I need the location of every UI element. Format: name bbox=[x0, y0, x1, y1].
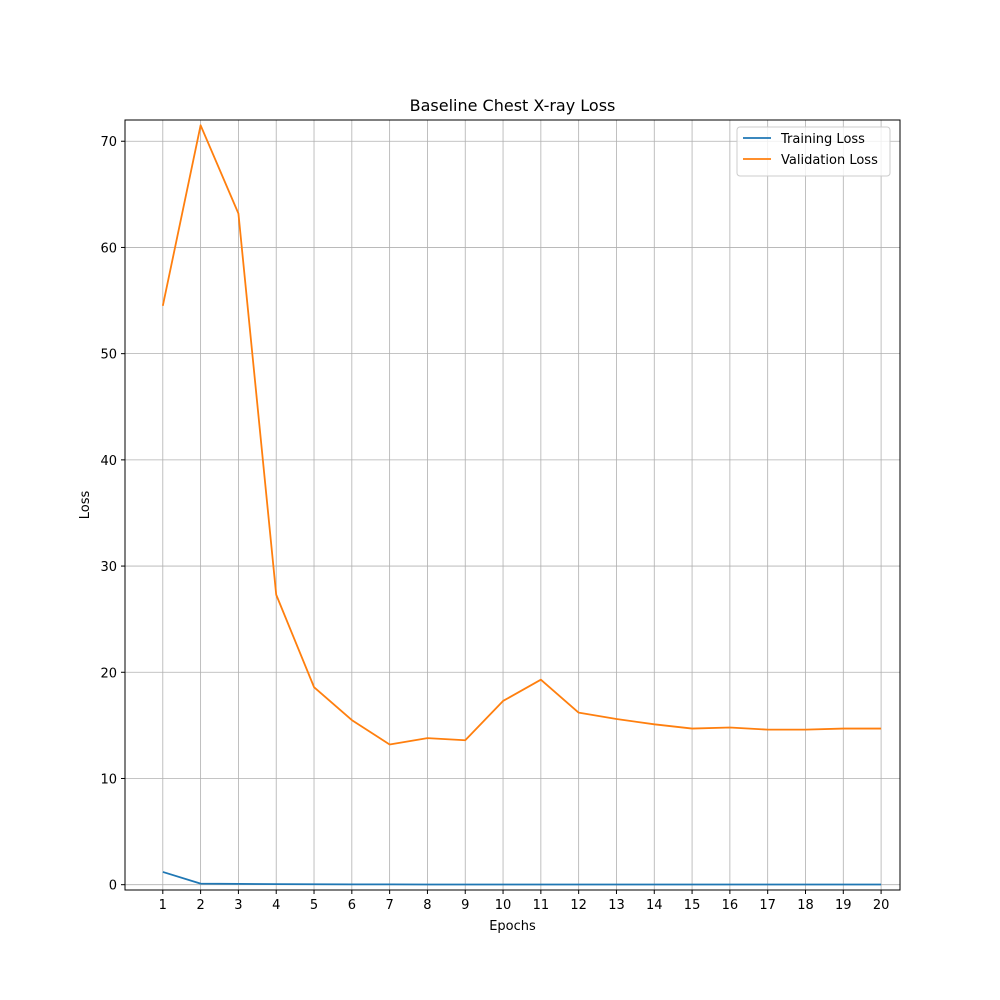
x-tick-label: 5 bbox=[310, 898, 318, 913]
x-tick-label: 10 bbox=[495, 898, 512, 913]
y-tick-label: 40 bbox=[100, 454, 117, 469]
y-tick-label: 60 bbox=[100, 241, 117, 256]
x-tick-label: 18 bbox=[797, 898, 814, 913]
plot-frame bbox=[124, 119, 901, 891]
chart-title: Baseline Chest X-ray Loss bbox=[410, 96, 616, 115]
x-tick-label: 20 bbox=[873, 898, 890, 913]
grid bbox=[125, 120, 900, 890]
x-tick-label: 14 bbox=[646, 898, 663, 913]
x-tick-label: 7 bbox=[385, 898, 393, 913]
legend-label: Validation Loss bbox=[781, 153, 878, 168]
x-tick-label: 2 bbox=[196, 898, 204, 913]
x-tick-label: 16 bbox=[722, 898, 739, 913]
x-tick-label: 3 bbox=[234, 898, 242, 913]
legend-label: Training Loss bbox=[780, 132, 865, 147]
x-axis-label: Epochs bbox=[489, 919, 536, 934]
x-tick-label: 1 bbox=[159, 898, 167, 913]
series-lines bbox=[161, 124, 882, 886]
series-line-training-loss bbox=[162, 871, 882, 886]
axis-ticks: 1 2 3 4 5 6 7 8 9 10 11 12 13 14 15 16 17 18 19 20010203040… bbox=[100, 135, 889, 913]
y-axis-label: Loss bbox=[78, 491, 93, 520]
y-tick-label: 20 bbox=[100, 666, 117, 681]
y-tick-label: 50 bbox=[100, 348, 117, 363]
x-tick-label: 17 bbox=[759, 898, 776, 913]
x-tick-label: 19 bbox=[835, 898, 852, 913]
y-tick-label: 10 bbox=[100, 772, 117, 787]
x-tick-label: 6 bbox=[348, 898, 356, 913]
x-tick-label: 12 bbox=[570, 898, 587, 913]
x-tick-label: 8 bbox=[423, 898, 431, 913]
x-tick-label: 11 bbox=[533, 898, 550, 913]
x-tick-label: 15 bbox=[684, 898, 701, 913]
x-tick-label: 13 bbox=[608, 898, 625, 913]
legend-box bbox=[736, 126, 891, 177]
y-tick-label: 70 bbox=[100, 135, 117, 150]
x-tick-label: 4 bbox=[272, 898, 280, 913]
legend: Training Loss Validation Loss bbox=[736, 126, 891, 177]
y-tick-label: 0 bbox=[109, 879, 117, 894]
series-line-validation-loss bbox=[161, 124, 882, 746]
y-tick-label: 30 bbox=[100, 560, 117, 575]
x-tick-label: 9 bbox=[461, 898, 469, 913]
